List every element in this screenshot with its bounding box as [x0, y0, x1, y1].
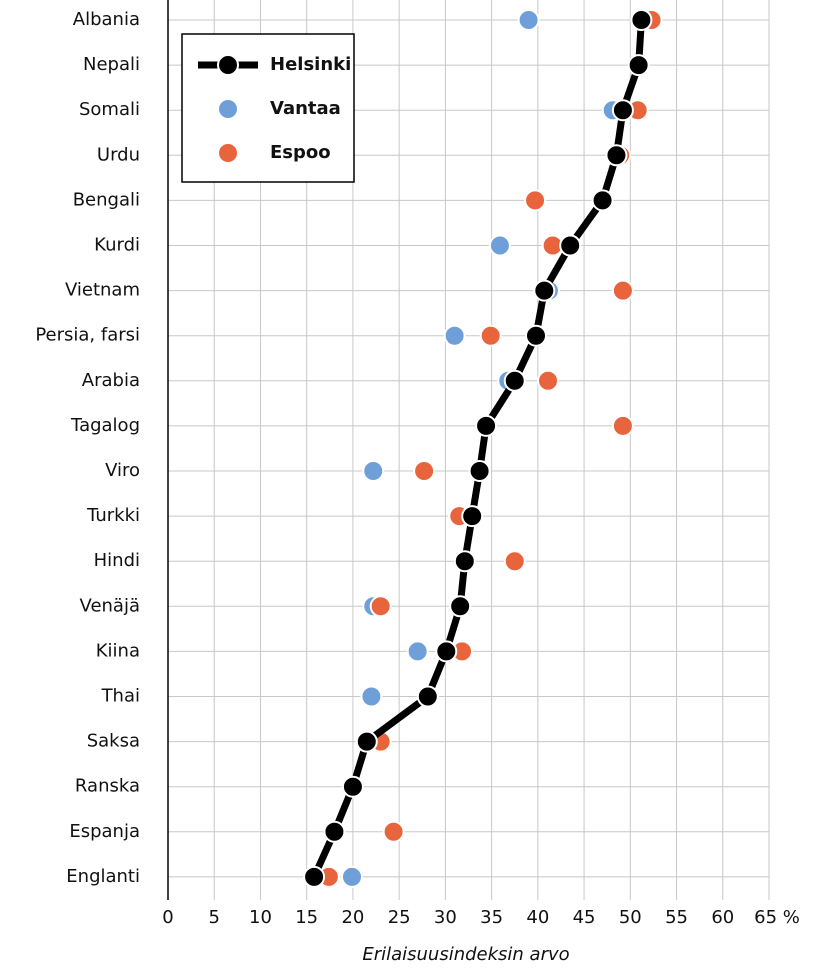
- y-tick-label: Venäjä: [80, 595, 140, 616]
- x-tick-label: 45: [573, 907, 596, 928]
- y-tick-label: Persia, farsi: [35, 325, 140, 346]
- y-tick-label: Thai: [101, 686, 140, 707]
- dot: [416, 685, 439, 708]
- y-tick-label: Somali: [79, 99, 140, 120]
- dot: [630, 9, 653, 31]
- x-tick-label: 15: [295, 907, 318, 928]
- legend-marker: [217, 54, 239, 76]
- dot: [488, 234, 511, 257]
- dot: [524, 189, 547, 212]
- dot: [369, 595, 392, 618]
- y-tick-label: Vietnam: [65, 280, 140, 301]
- dot: [503, 369, 526, 392]
- y-tick-label: Nepali: [83, 54, 140, 75]
- y-tick-label: Bengali: [73, 189, 140, 210]
- y-tick-label: Englanti: [66, 866, 140, 887]
- x-tick-label: 20: [341, 907, 364, 928]
- dot: [453, 550, 476, 573]
- dot: [341, 775, 364, 798]
- y-tick-label: Kiina: [96, 640, 140, 661]
- legend-marker: [217, 98, 239, 120]
- dot: [435, 640, 458, 663]
- dot: [461, 505, 484, 528]
- y-tick-label: Viro: [105, 460, 140, 481]
- x-tick-label: 25: [388, 907, 411, 928]
- dot: [611, 414, 634, 437]
- x-tick-label: 60: [711, 907, 734, 928]
- dot: [382, 820, 405, 843]
- legend-label: Espoo: [270, 142, 331, 163]
- y-tick-label: Saksa: [87, 731, 140, 752]
- x-tick-label: 10: [249, 907, 272, 928]
- x-tick-label: 55: [665, 907, 688, 928]
- dot: [533, 279, 556, 302]
- x-tick-label: 35: [480, 907, 503, 928]
- dot: [591, 189, 614, 212]
- legend-label: Helsinki: [270, 54, 351, 75]
- dot: [413, 460, 436, 482]
- legend-label: Vantaa: [270, 98, 341, 119]
- dot: [362, 460, 385, 482]
- dot: [406, 640, 429, 663]
- y-tick-label: Turkki: [86, 505, 140, 526]
- dot: [537, 369, 560, 392]
- legend-box: [181, 33, 355, 183]
- x-tick-label: 65 %: [754, 907, 800, 928]
- y-tick-label: Tagalog: [70, 415, 140, 436]
- x-tick-label: 50: [619, 907, 642, 928]
- y-tick-label: Ranska: [75, 776, 140, 797]
- dot: [449, 595, 472, 618]
- dot: [559, 234, 582, 257]
- x-tick-label: 5: [209, 907, 220, 928]
- dot: [323, 820, 346, 843]
- dot: [360, 685, 383, 708]
- y-tick-label: Albania: [73, 9, 140, 30]
- dot: [355, 730, 378, 753]
- x-axis-label: Erilaisuusindeksin arvo: [362, 944, 569, 965]
- dot: [479, 324, 502, 347]
- dot: [627, 54, 650, 77]
- x-tick-label: 0: [162, 907, 173, 928]
- dot: [475, 414, 498, 437]
- legend-marker: [217, 142, 239, 164]
- dot: [503, 550, 526, 573]
- dot: [340, 865, 363, 888]
- dot: [468, 460, 491, 482]
- y-tick-label: Kurdi: [94, 235, 140, 256]
- dot: [517, 9, 540, 31]
- dot: [611, 99, 634, 122]
- dot: [303, 865, 326, 888]
- x-tick-label: 30: [434, 907, 457, 928]
- x-tick-label: 40: [526, 907, 549, 928]
- dot: [605, 144, 628, 167]
- y-tick-label: Hindi: [94, 550, 140, 571]
- dot: [524, 324, 547, 347]
- dot: [611, 279, 634, 302]
- dot: [443, 324, 466, 347]
- y-tick-label: Urdu: [97, 144, 140, 165]
- y-tick-label: Arabia: [82, 370, 140, 391]
- y-tick-label: Espanja: [69, 821, 140, 842]
